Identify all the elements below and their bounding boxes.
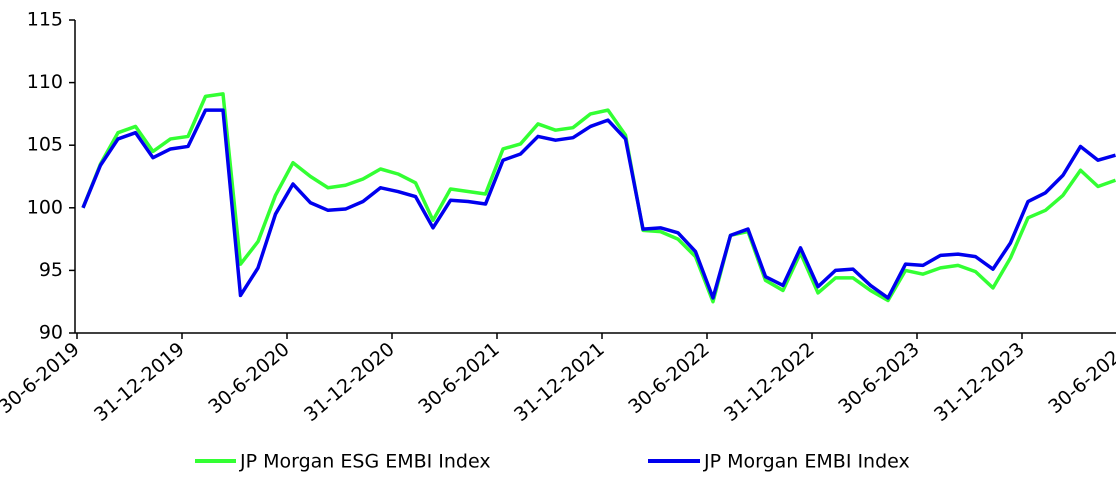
series-line xyxy=(81,92,1116,304)
x-tick-label: 30-6-2019 xyxy=(0,338,84,418)
y-tick-label: 100 xyxy=(27,196,63,218)
y-tick-label: 105 xyxy=(27,134,63,156)
x-tick-label: 30-6-2024 xyxy=(1044,338,1116,418)
x-tick-label: 31-12-2023 xyxy=(930,338,1029,426)
x-tick-label: 31-12-2019 xyxy=(90,338,189,426)
x-tick-label: 30-6-2020 xyxy=(204,338,293,418)
x-tick-label: 31-12-2022 xyxy=(720,338,819,426)
x-tick-label: 31-12-2020 xyxy=(300,338,399,426)
y-tick-label: 110 xyxy=(27,71,63,93)
x-tick-label: 30-6-2023 xyxy=(834,338,923,418)
y-tick-label: 90 xyxy=(39,322,63,344)
legend-label: JP Morgan ESG EMBI Index xyxy=(239,451,491,473)
legend-label: JP Morgan EMBI Index xyxy=(703,451,910,473)
x-tick-label: 30-6-2022 xyxy=(624,338,713,418)
y-tick-label: 115 xyxy=(27,9,63,31)
x-tick-label: 30-6-2021 xyxy=(414,338,503,418)
y-tick-label: 95 xyxy=(39,259,63,281)
series-line xyxy=(81,108,1116,300)
x-tick-label: 31-12-2021 xyxy=(510,338,609,426)
